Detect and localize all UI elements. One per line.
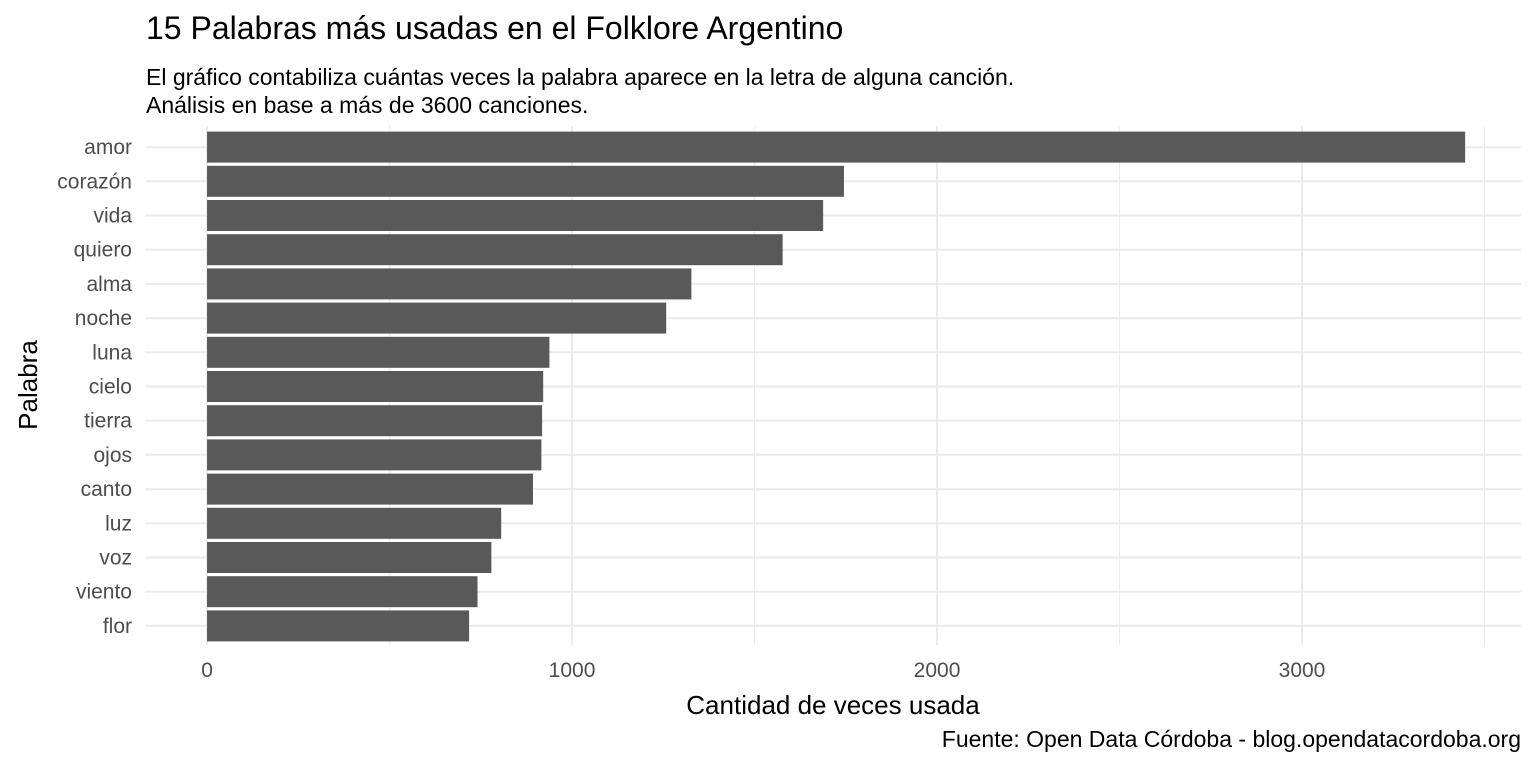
y-tick-label-voz: voz — [99, 547, 132, 570]
bar-canto — [207, 473, 533, 505]
bar-tierra — [207, 405, 543, 437]
bar-luna — [207, 336, 550, 368]
bars — [207, 131, 1466, 642]
bar-amor — [207, 131, 1466, 163]
chart-title: 15 Palabras más usadas en el Folklore Ar… — [146, 10, 844, 46]
x-tick-label: 1000 — [549, 659, 596, 682]
chart-subtitle-line-1: El gráfico contabiliza cuántas veces la … — [146, 64, 1015, 90]
bar-quiero — [207, 234, 783, 266]
y-tick-label-noche: noche — [75, 307, 132, 330]
y-tick-label-cielo: cielo — [89, 376, 132, 399]
y-tick-label-vida: vida — [93, 205, 132, 228]
bar-cielo — [207, 371, 544, 402]
chart-subtitle: El gráfico contabiliza cuántas veces la … — [146, 63, 1014, 119]
bar-vida — [207, 200, 824, 231]
y-tick-label-corazon: corazón — [57, 170, 132, 193]
bar-ojos — [207, 439, 542, 471]
bar-voz — [207, 542, 492, 573]
y-tick-labels: amor corazón vida quiero alma noche luna cielo t… — [57, 136, 132, 638]
x-axis-title: Cantidad de veces usada — [686, 690, 980, 720]
y-tick-label-flor: flor — [103, 615, 132, 638]
bar-corazon — [207, 165, 844, 197]
bar-luz — [207, 507, 502, 539]
y-tick-label-luz: luz — [105, 512, 132, 535]
y-axis-title: Palabra — [13, 340, 43, 430]
y-tick-label-viento: viento — [76, 581, 132, 604]
chart-caption: Fuente: Open Data Córdoba - blog.opendat… — [941, 726, 1521, 752]
x-tick-labels: 0 1000 2000 3000 — [201, 659, 1325, 682]
bar-alma — [207, 268, 692, 300]
y-tick-label-canto: canto — [81, 478, 132, 501]
y-tick-label-luna: luna — [92, 341, 132, 364]
x-tick-label: 3000 — [1279, 659, 1326, 682]
bar-viento — [207, 576, 478, 608]
x-tick-label: 0 — [201, 659, 213, 682]
bar-flor — [207, 610, 470, 642]
y-tick-label-quiero: quiero — [74, 239, 132, 262]
chart-subtitle-line-2: Análisis en base a más de 3600 canciones… — [146, 92, 589, 118]
y-tick-label-ojos: ojos — [93, 444, 132, 467]
y-tick-label-amor: amor — [84, 136, 132, 159]
y-tick-label-tierra: tierra — [84, 410, 132, 433]
y-tick-label-alma: alma — [86, 273, 132, 296]
x-tick-label: 2000 — [914, 659, 961, 682]
bar-noche — [207, 302, 667, 334]
